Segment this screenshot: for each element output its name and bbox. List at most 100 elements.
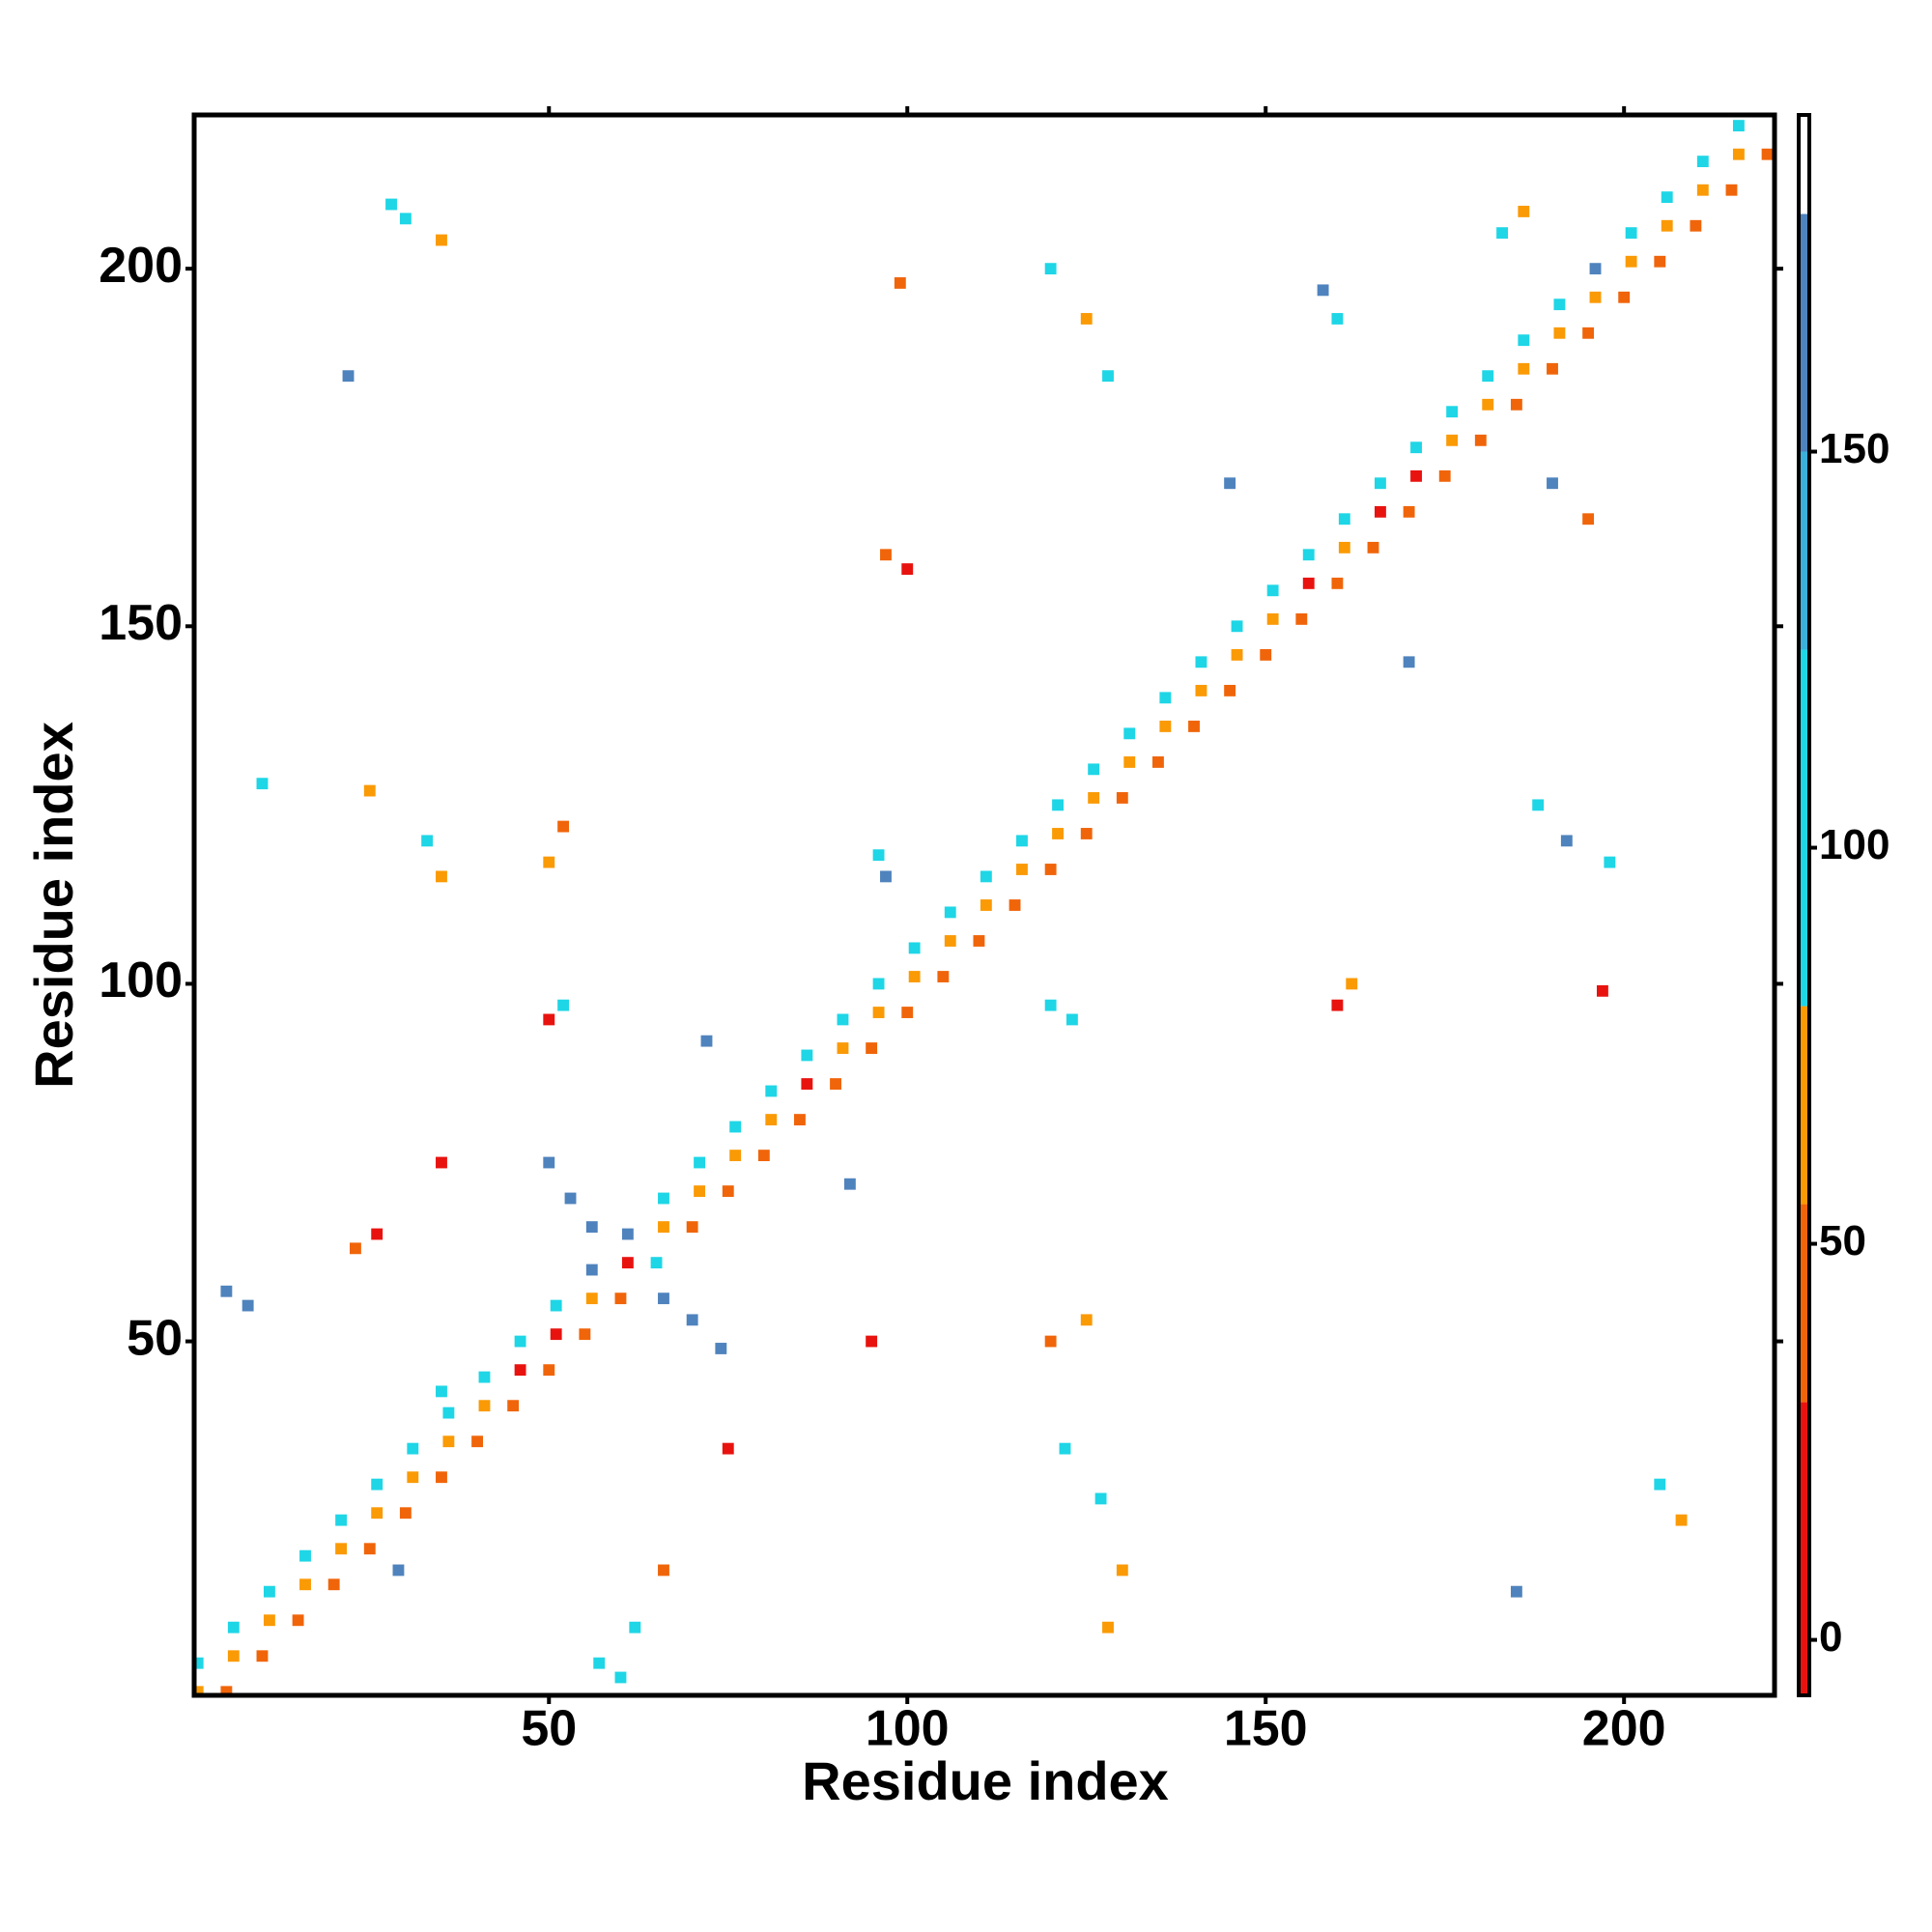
heatmap-cell [1188,721,1200,732]
heatmap-cell [191,1686,204,1698]
heatmap-cell [1088,763,1100,776]
heatmap-cell [1266,612,1279,625]
heatmap-cell [478,1400,491,1412]
heatmap-cell [371,1478,384,1491]
colorbar-frame [1797,113,1811,1697]
heatmap-cell [614,1293,627,1305]
heatmap-cell [371,1228,384,1240]
heatmap-cell [794,1114,806,1126]
plot-frame [191,112,1777,1698]
heatmap-cell [543,1013,555,1026]
heatmap-cell [722,1442,734,1455]
x-tick-label: 100 [866,1701,950,1757]
heatmap-cell [1403,505,1415,518]
heatmap-cell [543,1364,555,1377]
heatmap-cell [1510,1585,1522,1598]
heatmap-cell [866,1335,878,1348]
heatmap-cell [944,935,956,947]
heatmap-cell [621,1228,634,1240]
heatmap-cell [1725,184,1738,196]
heatmap-cell [442,1435,455,1448]
heatmap-cell [342,370,355,383]
heatmap-cell [1589,263,1602,275]
x-tick-label: 50 [521,1701,577,1757]
heatmap-cell [872,1007,885,1018]
heatmap-cell [1159,721,1172,732]
heatmap-cell [1260,648,1272,661]
heatmap-cell [1123,756,1136,768]
heatmap-cell [1331,313,1344,325]
heatmap-cell [722,1185,734,1198]
heatmap-cell [1159,692,1172,704]
heatmap-cell [980,899,992,911]
heatmap-cell [1446,434,1459,446]
heatmap-cell [1604,856,1616,868]
heatmap-cell [1732,120,1745,132]
heatmap-cell [1374,505,1386,518]
heatmap-cell [335,1514,348,1526]
colorbar-band [1799,213,1809,452]
heatmap-cell [550,1299,562,1312]
heatmap-cell [1044,263,1057,275]
heatmap-cell [908,942,921,954]
heatmap-cell [1625,227,1637,240]
heatmap-cell [880,870,892,883]
y-tick-label: 50 [127,1310,183,1366]
heatmap-cell [299,1578,311,1591]
heatmap-cell [421,835,434,847]
heatmap-cell [564,1192,577,1205]
heatmap-cell [350,1242,361,1255]
heatmap-cell [937,971,950,982]
heatmap-cell [1518,362,1530,375]
heatmap-cell [1044,864,1057,875]
heatmap-cell [1596,984,1608,997]
colorbar-tick-label: 0 [1819,1613,1842,1661]
heatmap-cell [543,1156,555,1169]
heatmap-cell [1482,398,1494,411]
heatmap-cell [436,1471,447,1484]
heatmap-cell [263,1614,275,1627]
heatmap-cell [327,1578,340,1591]
x-axis-title: Residue index [802,1750,1169,1811]
y-tick-label: 150 [99,595,183,651]
heatmap-cell [1116,792,1128,804]
heatmap-cell [837,1042,849,1054]
x-tick-label: 150 [1224,1701,1308,1757]
heatmap-cell [686,1314,698,1326]
heatmap-cell [801,1078,813,1090]
heatmap-cell [729,1150,742,1162]
heatmap-cell [1582,513,1595,526]
heatmap-cell [894,277,906,289]
heatmap-cell [872,849,885,862]
heatmap-cell [1338,513,1350,526]
heatmap-cell [335,1543,348,1555]
heatmap-cell [220,1686,233,1698]
heatmap-cell [1654,1478,1666,1491]
heatmap-cell [436,234,447,246]
heatmap-cell [1518,206,1530,217]
heatmap-cell [1123,727,1136,740]
heatmap-cell [227,1621,240,1634]
heatmap-cell [1331,999,1344,1011]
heatmap-cell [256,778,269,790]
heatmap-cell [908,971,921,982]
heatmap-cell [399,1507,412,1520]
heatmap-cell [1547,362,1558,375]
heatmap-cell [1696,184,1709,196]
heatmap-cell [1661,191,1673,204]
heatmap-cell [765,1114,778,1126]
y-tick-label: 200 [99,238,183,294]
heatmap-cell [1080,828,1093,839]
heatmap-cell [507,1400,520,1412]
heatmap-cell [1510,398,1522,411]
heatmap-cell [729,1121,742,1133]
heatmap-cell [1438,469,1451,482]
heatmap-cell [715,1343,727,1354]
heatmap-cell [220,1285,233,1297]
heatmap-cell [1582,327,1595,339]
heatmap-cell [1231,648,1243,661]
heatmap-cell [585,1293,598,1305]
heatmap-cell [1761,148,1774,160]
heatmap-cell [1675,1514,1688,1526]
heatmap-cell [227,1650,240,1662]
